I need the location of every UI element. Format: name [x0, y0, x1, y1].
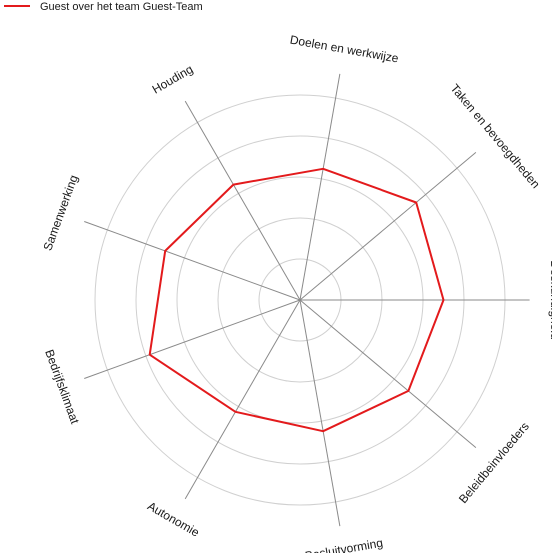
axis-spoke [299, 73, 341, 301]
axis-spoke [84, 299, 301, 379]
axis-spoke [84, 221, 301, 301]
category-label: Bedrijfsklimaat [42, 348, 82, 427]
series [148, 167, 445, 433]
spokes [84, 73, 530, 527]
category-label: Houding [150, 62, 196, 96]
series-polygon [148, 167, 445, 433]
category-label: Besluitvorming [304, 536, 384, 553]
axis-spoke [299, 299, 341, 527]
legend: Guest over het team Guest-Team [4, 1, 203, 13]
axis-spoke [184, 299, 301, 500]
category-label: Beleidbeinvloeders [456, 419, 532, 506]
legend-label: Guest over het team Guest-Team [40, 1, 203, 13]
category-label: Doelen en werkwijze [289, 33, 400, 66]
category-label: Samenwerking [40, 173, 80, 252]
axis-spoke [299, 152, 477, 301]
axis-spoke [299, 299, 477, 448]
axis-spoke [184, 100, 301, 301]
category-label: Deskundigheid [548, 260, 552, 339]
category-label: Autonomie [145, 499, 202, 540]
